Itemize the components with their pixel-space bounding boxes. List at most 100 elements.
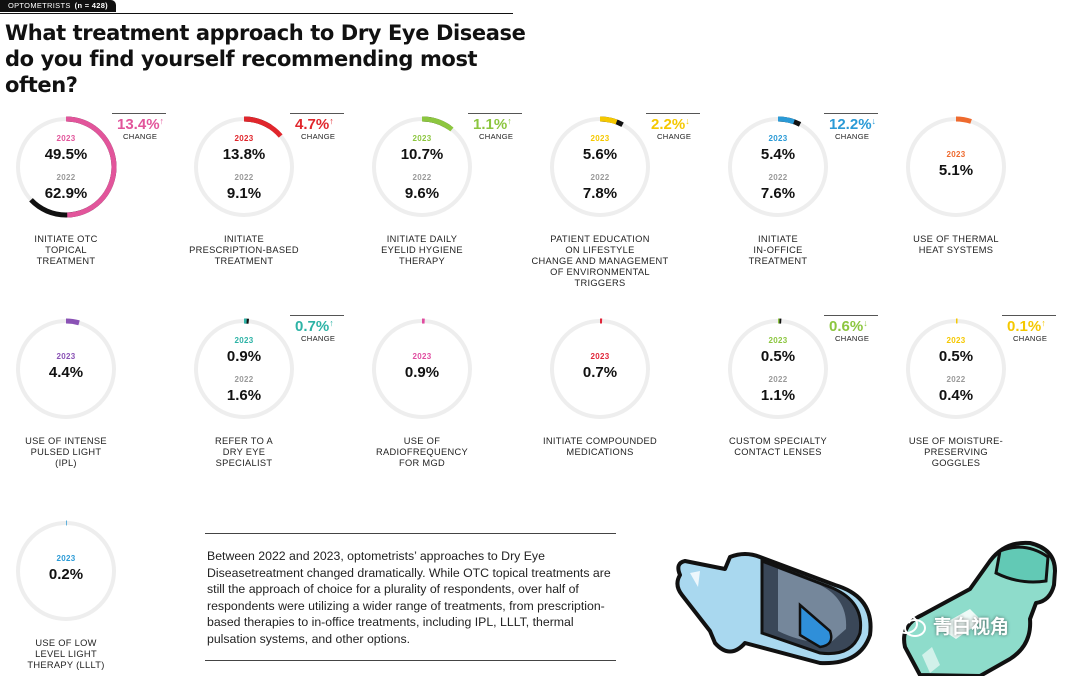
value-2023: 0.9% (226, 348, 262, 365)
donut-ring (15, 520, 117, 622)
change-label: CHANGE (835, 334, 870, 343)
change-rule (112, 113, 166, 114)
year-2023-label: 2023 (56, 352, 76, 361)
change-value: 0.6%↓ (829, 318, 868, 335)
year-2023-label: 2023 (56, 554, 76, 563)
value-2022: 0.4% (938, 387, 974, 404)
change-value: 12.2%↓ (829, 116, 877, 133)
arrow-up-icon: ↑ (329, 116, 334, 126)
value-2023: 10.7% (400, 146, 444, 163)
arc-2023 (905, 116, 1007, 218)
donut-ring (727, 318, 829, 420)
page-title: What treatment approach to Dry Eye Disea… (5, 21, 526, 97)
donut-ring (549, 318, 651, 420)
change-label: CHANGE (1013, 334, 1048, 343)
watermark: 青白视角 (893, 612, 1009, 639)
year-2023-label: 2023 (946, 336, 966, 345)
value-2023: 13.8% (222, 146, 266, 163)
donut-ring (905, 318, 1007, 420)
arc-2023 (549, 116, 651, 218)
value-2022: 1.6% (226, 387, 262, 404)
arrow-down-icon: ↓ (871, 116, 877, 126)
donut-ring (371, 116, 473, 218)
value-2023: 0.2% (48, 566, 84, 583)
value-2023: 5.4% (760, 146, 796, 163)
treatment-label: REFER TO A DRY EYE SPECIALIST (215, 436, 273, 468)
treatment-label: USE OF THERMAL HEAT SYSTEMS (913, 234, 999, 255)
treatment-label: USE OF INTENSE PULSED LIGHT (IPL) (25, 436, 107, 468)
treatment-label: PATIENT EDUCATION ON LIFESTYLE CHANGE AND … (531, 234, 669, 288)
value-2022: 9.1% (226, 185, 262, 202)
value-2023: 0.7% (582, 364, 618, 381)
arc-2023 (727, 318, 829, 420)
sample-size: (n = 428) (74, 1, 108, 10)
arrow-up-icon: ↑ (159, 116, 165, 126)
treatment-label: INITIATE IN-OFFICE TREATMENT (748, 234, 808, 266)
value-2023: 0.5% (760, 348, 796, 365)
value-2023: 0.5% (938, 348, 974, 365)
arc-2023 (905, 318, 1007, 420)
year-2023-label: 2023 (946, 150, 966, 159)
change-label: CHANGE (657, 132, 692, 141)
change-label: CHANGE (301, 132, 336, 141)
year-2022-label: 2022 (412, 173, 432, 182)
treatment-label: USE OF LOW LEVEL LIGHT THERAPY (LLLT) (27, 638, 105, 670)
donut-ring (193, 318, 295, 420)
change-rule (1002, 315, 1056, 316)
value-2022: 7.8% (582, 185, 618, 202)
bottle-right (902, 540, 1057, 676)
year-2023-label: 2023 (590, 134, 610, 143)
year-2023-label: 2023 (234, 336, 254, 345)
change-value: 13.4%↑ (117, 116, 165, 133)
value-2023: 5.1% (938, 162, 974, 179)
change-value: 1.1%↑ (473, 116, 512, 133)
treatment-label: CUSTOM SPECIALTY CONTACT LENSES (729, 436, 827, 457)
change-rule (824, 315, 878, 316)
arc-2023 (727, 116, 829, 218)
arrow-down-icon: ↓ (685, 116, 690, 126)
donut-ring (193, 116, 295, 218)
change-label: CHANGE (123, 132, 158, 141)
arrow-up-icon: ↑ (1041, 318, 1046, 328)
donut-ring (549, 116, 651, 218)
arrow-up-icon: ↑ (329, 318, 334, 328)
donut-ring (15, 318, 117, 420)
arc-2023 (15, 116, 117, 218)
eye-drop-bottles-illustration (675, 540, 1057, 676)
change-label: CHANGE (479, 132, 514, 141)
year-2022-label: 2022 (234, 173, 254, 182)
year-2023-label: 2023 (412, 352, 432, 361)
change-rule (824, 113, 878, 114)
audience-label: OPTOMETRISTS (8, 1, 71, 10)
year-2023-label: 2023 (590, 352, 610, 361)
year-2022-label: 2022 (234, 375, 254, 384)
value-2022: 1.1% (760, 387, 796, 404)
bottle-left (675, 552, 873, 666)
year-2022-label: 2022 (946, 375, 966, 384)
change-rule (646, 113, 700, 114)
arc-2023 (15, 318, 117, 420)
treatment-label: INITIATE COMPOUNDED MEDICATIONS (543, 436, 657, 457)
year-2022-label: 2022 (768, 375, 788, 384)
change-value: 0.7%↑ (295, 318, 334, 335)
change-rule (290, 113, 344, 114)
summary-text: Between 2022 and 2023, optometrists’ app… (205, 533, 616, 661)
year-2022-label: 2022 (590, 173, 610, 182)
donut-ring (371, 318, 473, 420)
arc-2023 (549, 318, 651, 420)
year-2023-label: 2023 (412, 134, 432, 143)
value-2023: 4.4% (48, 364, 84, 381)
arc-2023 (371, 116, 473, 218)
change-value: 2.2%↓ (651, 116, 690, 133)
arrow-down-icon: ↓ (863, 318, 868, 328)
year-2022-label: 2022 (768, 173, 788, 182)
year-2023-label: 2023 (768, 134, 788, 143)
year-2023-label: 2023 (56, 134, 76, 143)
donut-ring (15, 116, 117, 218)
year-2023-label: 2023 (234, 134, 254, 143)
header-rule (0, 0, 513, 14)
treatment-label: USE OF MOISTURE- PRESERVING GOGGLES (908, 436, 1004, 468)
donut-ring (727, 116, 829, 218)
audience-tag: OPTOMETRISTS (n = 428) (0, 0, 116, 12)
arc-2023 (371, 318, 473, 420)
